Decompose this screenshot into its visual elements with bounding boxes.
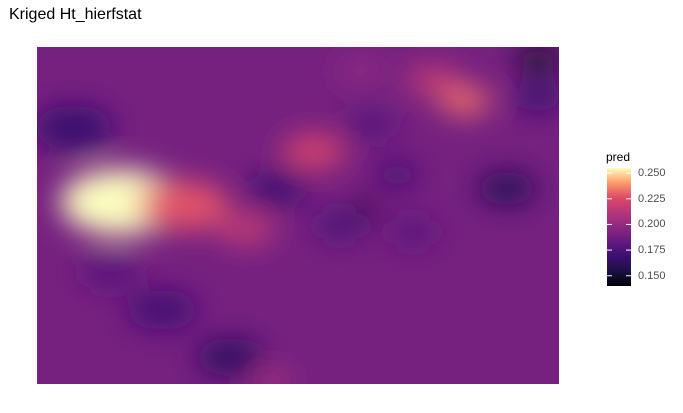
heatmap-hotspot xyxy=(439,86,492,116)
legend-tick-label: 0.225 xyxy=(638,192,666,205)
heatmap-hotspot xyxy=(37,105,114,150)
heatmap-hotspot xyxy=(249,368,294,384)
legend-ticks xyxy=(607,172,631,277)
legend-colorbar xyxy=(607,168,631,286)
heatmap-hotspot xyxy=(313,211,366,240)
heatmap-hotspot xyxy=(80,256,141,290)
heatmap-hotspot xyxy=(375,162,420,188)
heatmap-cells xyxy=(37,48,559,384)
chart-title: Kriged Ht_hierfstat xyxy=(9,6,142,23)
heatmap-hotspot xyxy=(215,212,276,246)
legend-tick-label: 0.250 xyxy=(638,167,666,180)
heatmap-hotspot xyxy=(334,56,387,85)
heatmap-hotspot xyxy=(386,218,439,247)
heatmap-hotspot xyxy=(281,133,346,170)
heatmap-hotspot xyxy=(476,172,537,206)
color-legend xyxy=(607,168,631,286)
heatmap-hotspot xyxy=(516,48,559,73)
heatmap-hotspot xyxy=(353,202,378,216)
heatmap-hotspot xyxy=(405,65,462,97)
heatmap-hotspot xyxy=(247,172,308,206)
heatmap-hotspot xyxy=(196,338,265,376)
heatmap-hotspot xyxy=(345,110,398,139)
heatmap-hotspot xyxy=(138,180,229,231)
heatmap-panel xyxy=(37,47,559,384)
heatmap-hotspot xyxy=(126,290,199,330)
legend-title: pred xyxy=(606,150,631,164)
heatmap-hotspot xyxy=(512,83,559,112)
legend-tick-label: 0.150 xyxy=(638,269,666,282)
legend-tick-label: 0.175 xyxy=(638,244,666,257)
legend-tick-label: 0.200 xyxy=(638,218,666,231)
